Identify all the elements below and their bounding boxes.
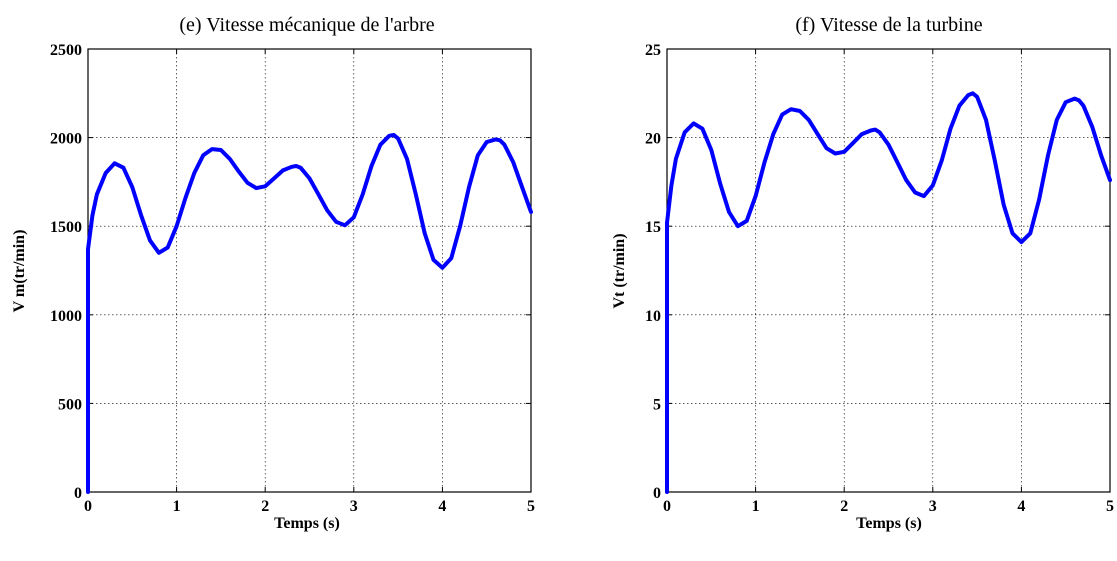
x-tick-label: 3 — [350, 498, 358, 515]
ticks — [87, 48, 532, 493]
speed-curve — [86, 132, 533, 494]
grid — [88, 49, 531, 492]
x-axis-label: Temps (s) — [274, 515, 340, 532]
y-axis-label: V m(tr/min) — [11, 230, 28, 313]
y-tick-label: 25 — [645, 42, 661, 59]
y-tick-label: 15 — [645, 219, 661, 236]
chart-title: (f) Vitesse de la turbine — [795, 14, 982, 36]
x-tick-label: 0 — [84, 498, 92, 515]
grid — [667, 49, 1110, 492]
x-tick-label: 4 — [1017, 498, 1025, 515]
x-tick-label: 0 — [663, 498, 671, 515]
x-tick-label: 3 — [929, 498, 937, 515]
ticks — [666, 48, 1111, 493]
x-tick-label: 2 — [261, 498, 269, 515]
x-axis-label: Temps (s) — [856, 515, 922, 532]
y-tick-label: 1500 — [50, 219, 82, 236]
y-tick-label: 5 — [653, 396, 661, 413]
x-tick-label: 5 — [1106, 498, 1114, 515]
chart-panel-e: (e) Vitesse mécanique de l'arbre V m(tr/… — [11, 14, 535, 532]
plot-frame — [666, 48, 1111, 493]
plot-frame — [87, 48, 532, 493]
tick-labels: 0 1 2 3 4 5 0 5 10 15 20 25 — [645, 42, 1114, 515]
x-tick-label: 5 — [527, 498, 535, 515]
x-tick-label: 4 — [438, 498, 446, 515]
y-tick-label: 10 — [645, 308, 661, 325]
y-tick-label: 2000 — [50, 131, 82, 148]
turbine-speed-curve — [665, 91, 1112, 494]
chart-title: (e) Vitesse mécanique de l'arbre — [179, 14, 434, 36]
y-tick-label: 0 — [653, 485, 661, 502]
x-tick-label: 2 — [840, 498, 848, 515]
y-tick-label: 500 — [58, 396, 82, 413]
x-tick-label: 1 — [752, 498, 760, 515]
chart-panel-f: (f) Vitesse de la turbine Vt (tr/min) Te… — [611, 14, 1114, 532]
y-axis-label: Vt (tr/min) — [611, 233, 628, 308]
x-tick-label: 1 — [173, 498, 181, 515]
y-tick-label: 2500 — [50, 42, 82, 59]
y-tick-label: 0 — [74, 485, 82, 502]
tick-labels: 0 1 2 3 4 5 0 500 1000 1500 2000 2500 — [50, 42, 535, 515]
y-tick-label: 1000 — [50, 308, 82, 325]
y-tick-label: 20 — [645, 131, 661, 148]
